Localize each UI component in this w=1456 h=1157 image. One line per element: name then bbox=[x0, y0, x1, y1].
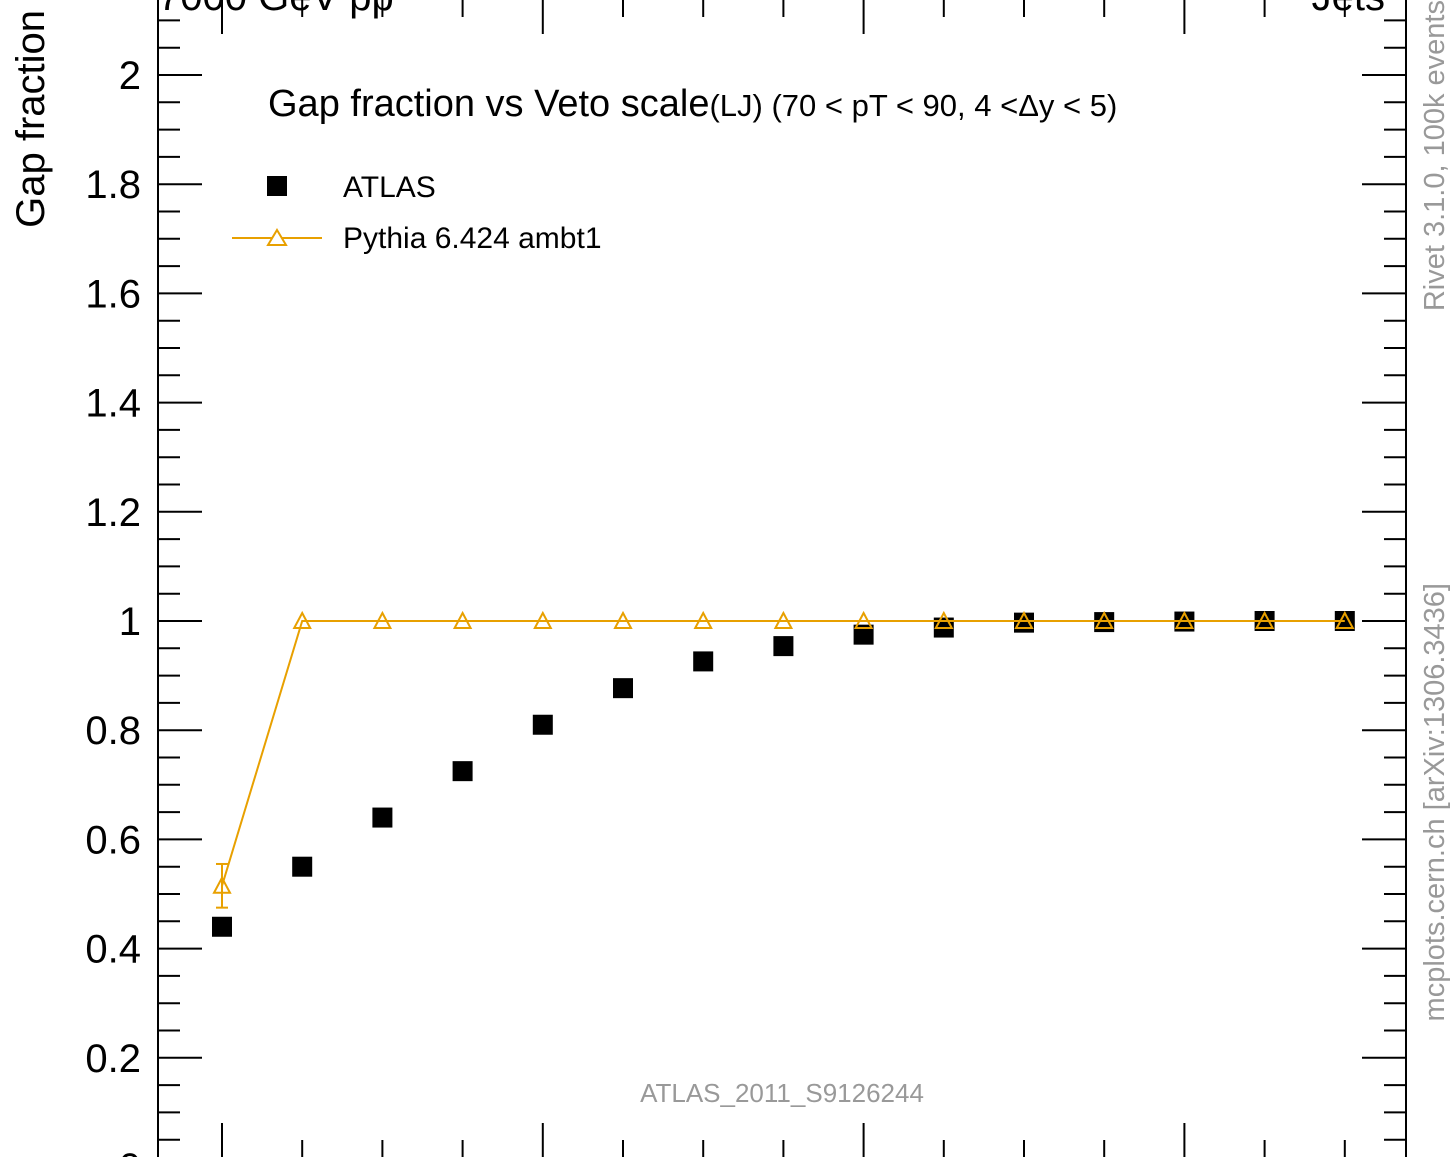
legend-pythia-label: Pythia 6.424 ambt1 bbox=[343, 222, 602, 255]
legend-atlas-label: ATLAS bbox=[343, 171, 436, 204]
pythia-point bbox=[452, 610, 473, 629]
pythia-point bbox=[853, 610, 874, 629]
legend-pythia-marker bbox=[266, 228, 288, 246]
pythia-point bbox=[372, 610, 393, 629]
y-tick-label: 0 bbox=[119, 1146, 141, 1157]
pythia-point bbox=[533, 610, 553, 629]
y-tick-label: 0.6 bbox=[85, 818, 141, 862]
mcplots-label: mcplots.cern.ch [arXiv:1306.3436] bbox=[1419, 583, 1451, 1021]
y-tick-label: 0.4 bbox=[85, 928, 141, 972]
y-tick-label: 0.8 bbox=[85, 709, 141, 753]
y-axis-label: Gap fraction bbox=[9, 10, 53, 228]
chart-title-sub: (LJ) (70 < pT < 90, 4 <Δy < 5) bbox=[709, 88, 1117, 123]
pythia-point bbox=[613, 610, 633, 629]
pythia-point bbox=[1254, 610, 1275, 629]
y-tick-label: 1.6 bbox=[85, 272, 141, 316]
y-tick-label: 0.2 bbox=[85, 1037, 141, 1081]
y-tick-label: 1.4 bbox=[85, 382, 141, 426]
atlas-point bbox=[372, 807, 393, 828]
pythia-point bbox=[1094, 610, 1114, 629]
pythia-point bbox=[773, 610, 794, 629]
atlas-point bbox=[292, 856, 313, 877]
x-axis-ticks bbox=[221, 0, 1346, 1157]
pythia-point bbox=[934, 610, 954, 629]
y-tick-label: 1.2 bbox=[85, 491, 141, 535]
y-tick-label: 1 bbox=[119, 600, 141, 644]
atlas-point bbox=[452, 761, 473, 782]
y-tick-label: 2 bbox=[119, 54, 141, 98]
pythia-point bbox=[1014, 610, 1034, 629]
atlas-point bbox=[853, 624, 874, 645]
atlas-point bbox=[613, 678, 633, 699]
analysis-watermark: ATLAS_2011_S9126244 bbox=[640, 1078, 924, 1108]
legend: ATLAS Pythia 6.424 ambt1 bbox=[232, 171, 602, 255]
pythia-point bbox=[292, 610, 312, 629]
y-axis-ticks: 0 0.2 0.4 0.6 0.8 1 1.2 1.4 1.6 1.8 2 bbox=[85, 19, 1406, 1157]
header-process-label: Jets bbox=[1312, 0, 1385, 19]
atlas-point bbox=[693, 651, 714, 672]
legend-atlas-marker bbox=[267, 176, 287, 196]
pythia-point bbox=[693, 610, 713, 629]
atlas-point bbox=[1014, 612, 1034, 633]
pythia-series bbox=[212, 610, 1355, 909]
rivet-version-label: Rivet 3.1.0, 100k events bbox=[1419, 0, 1451, 311]
chart-title: Gap fraction vs Veto scale(LJ) (70 < pT … bbox=[268, 83, 1117, 125]
atlas-point bbox=[773, 636, 794, 657]
atlas-point bbox=[212, 916, 232, 937]
chart-title-main: Gap fraction vs Veto scale bbox=[268, 83, 709, 125]
pythia-line bbox=[221, 620, 1345, 887]
atlas-series bbox=[212, 611, 1355, 937]
y-tick-label: 1.8 bbox=[85, 163, 141, 207]
pythia-point bbox=[1335, 610, 1355, 629]
plot-frame bbox=[157, 0, 1407, 1157]
header-energy-label: 7000 GeV pp bbox=[158, 0, 394, 19]
pythia-point bbox=[1174, 610, 1195, 629]
atlas-point bbox=[532, 714, 553, 735]
pythia-point bbox=[212, 875, 232, 894]
